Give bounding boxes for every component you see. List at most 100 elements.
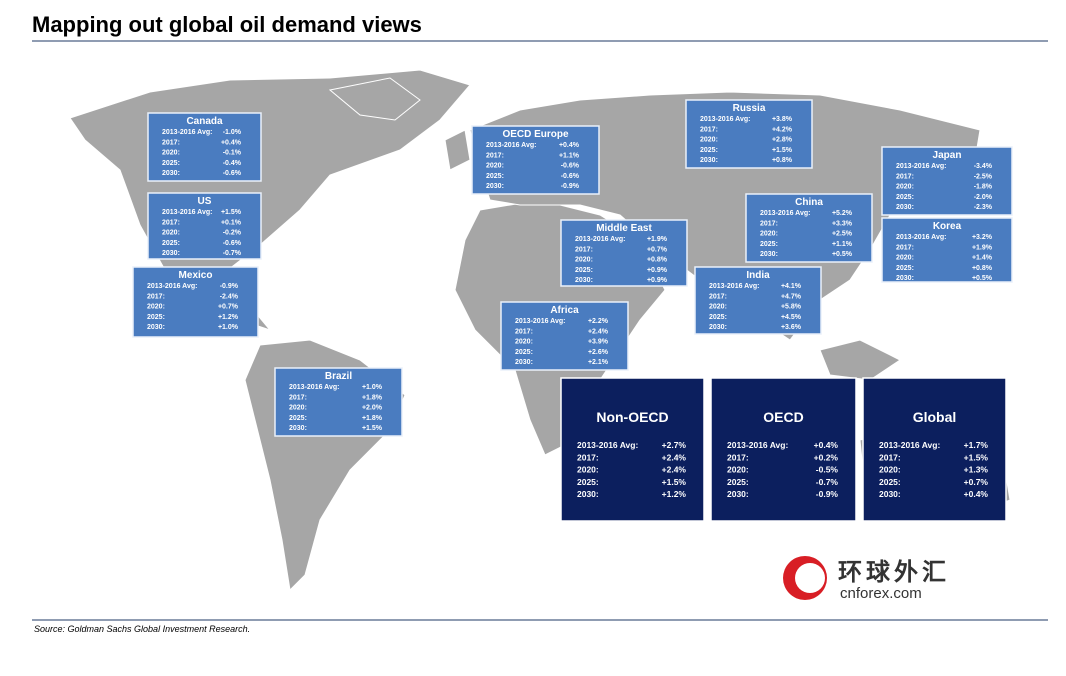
row-label: 2017:	[575, 246, 593, 253]
row-label: 2017:	[879, 452, 901, 462]
row-value: +0.5%	[832, 251, 853, 258]
row-label: 2025:	[289, 415, 307, 422]
row-value: +0.9%	[647, 267, 668, 274]
row-value: +1.5%	[662, 477, 687, 487]
region-box: OECD Europe 2013-2016 Avg: +0.4% 2017: +1.1%…	[471, 125, 600, 195]
region-box: Korea 2013-2016 Avg: +3.2% 2017: +1.9% 2020: +…	[881, 217, 1013, 283]
row-value: +3.6%	[781, 324, 802, 331]
row-label: 2017:	[147, 293, 165, 300]
row-label: 2025:	[700, 147, 718, 154]
row-value: +1.2%	[662, 489, 687, 499]
row-value: +1.8%	[362, 415, 383, 422]
row-value: +1.1%	[832, 241, 853, 248]
row-label: 2030:	[760, 251, 778, 258]
row-label: 2025:	[575, 267, 593, 274]
row-value: +1.4%	[972, 255, 993, 262]
row-label: 2020:	[515, 339, 533, 346]
region-box-bg	[694, 266, 822, 335]
region-box-bg	[685, 99, 813, 169]
row-label: 2030:	[896, 204, 914, 211]
row-label: 2017:	[162, 219, 180, 226]
row-value: +1.5%	[221, 209, 242, 216]
row-label: 2013-2016 Avg:	[700, 116, 750, 123]
row-label: 2025:	[727, 477, 749, 487]
row-value: -0.6%	[561, 173, 580, 180]
row-label: 2013-2016 Avg:	[147, 283, 197, 290]
row-value: +4.5%	[781, 314, 802, 321]
row-label: 2013-2016 Avg:	[727, 440, 788, 450]
row-label: 2020:	[162, 150, 180, 157]
region-box: Middle East 2013-2016 Avg: +1.9% 2017: +0.7%…	[560, 219, 688, 287]
watermark-logo	[795, 563, 825, 593]
row-label: 2025:	[760, 241, 778, 248]
region-name: Russia	[733, 103, 766, 114]
row-value: +3.2%	[972, 234, 993, 241]
row-value: -0.9%	[561, 183, 580, 190]
row-value: +3.9%	[588, 339, 609, 346]
row-value: +0.1%	[221, 219, 242, 226]
row-value: +3.3%	[832, 220, 853, 227]
region-box: Mexico 2013-2016 Avg: -0.9% 2017: -2.4% 2020:…	[132, 266, 259, 338]
row-value: +2.1%	[588, 359, 609, 366]
row-value: +2.4%	[662, 452, 687, 462]
row-label: 2030:	[515, 359, 533, 366]
row-label: 2013-2016 Avg:	[896, 234, 946, 241]
row-label: 2020:	[709, 304, 727, 311]
row-value: -0.4%	[223, 160, 242, 167]
row-label: 2013-2016 Avg:	[709, 283, 759, 290]
region-name: Global	[913, 409, 957, 425]
row-label: 2025:	[515, 349, 533, 356]
row-label: 2020:	[289, 405, 307, 412]
row-value: +1.1%	[559, 152, 580, 159]
watermark-chinese: 环球外汇	[838, 558, 950, 586]
row-label: 2025:	[577, 477, 599, 487]
region-name: Japan	[933, 150, 962, 161]
region-name: Canada	[186, 116, 223, 127]
row-value: +5.2%	[832, 210, 853, 217]
row-value: +2.6%	[588, 349, 609, 356]
row-label: 2017:	[896, 244, 914, 251]
row-label: 2017:	[162, 139, 180, 146]
region-box-bg	[710, 377, 857, 522]
row-label: 2017:	[709, 293, 727, 300]
region-box: Brazil 2013-2016 Avg: +1.0% 2017: +1.8% 2020:…	[274, 367, 403, 437]
row-value: -0.7%	[816, 477, 839, 487]
row-label: 2030:	[879, 489, 901, 499]
region-box-bg	[147, 192, 262, 260]
row-label: 2030:	[289, 425, 307, 432]
row-label: 2030:	[486, 183, 504, 190]
region-box: Russia 2013-2016 Avg: +3.8% 2017: +4.2% 2020:…	[685, 99, 813, 169]
row-value: -0.6%	[223, 170, 242, 177]
row-label: 2020:	[896, 184, 914, 191]
region-box-bg	[745, 193, 873, 263]
row-value: +0.5%	[972, 275, 993, 282]
row-label: 2013-2016 Avg:	[879, 440, 940, 450]
region-name: Non-OECD	[596, 409, 668, 425]
row-value: -2.4%	[220, 293, 239, 300]
row-label: 2020:	[879, 465, 901, 475]
row-label: 2013-2016 Avg:	[577, 440, 638, 450]
row-label: 2013-2016 Avg:	[486, 142, 536, 149]
row-label: 2030:	[700, 157, 718, 164]
row-value: +2.5%	[832, 231, 853, 238]
region-box-bg	[881, 217, 1013, 283]
region-name: US	[198, 196, 212, 207]
row-value: +1.5%	[964, 452, 989, 462]
row-value: -1.8%	[974, 184, 993, 191]
region-box-bg	[274, 367, 403, 437]
region-box-bg	[862, 377, 1007, 522]
row-value: +1.0%	[362, 384, 383, 391]
row-label: 2025:	[896, 265, 914, 272]
region-box: Global 2013-2016 Avg: +1.7% 2017: +1.5% 2020:…	[862, 377, 1007, 522]
row-value: +1.7%	[964, 440, 989, 450]
row-label: 2020:	[700, 137, 718, 144]
row-value: -0.6%	[223, 240, 242, 247]
row-label: 2030:	[162, 170, 180, 177]
region-box: Japan 2013-2016 Avg: -3.4% 2017: -2.5% 2020: -…	[881, 146, 1013, 216]
row-label: 2025:	[879, 477, 901, 487]
row-label: 2025:	[709, 314, 727, 321]
region-boxes: Canada 2013-2016 Avg: -1.0% 2017: +0.4% 2020:…	[132, 99, 1013, 522]
region-box-bg	[147, 112, 262, 182]
row-value: +1.2%	[218, 314, 239, 321]
